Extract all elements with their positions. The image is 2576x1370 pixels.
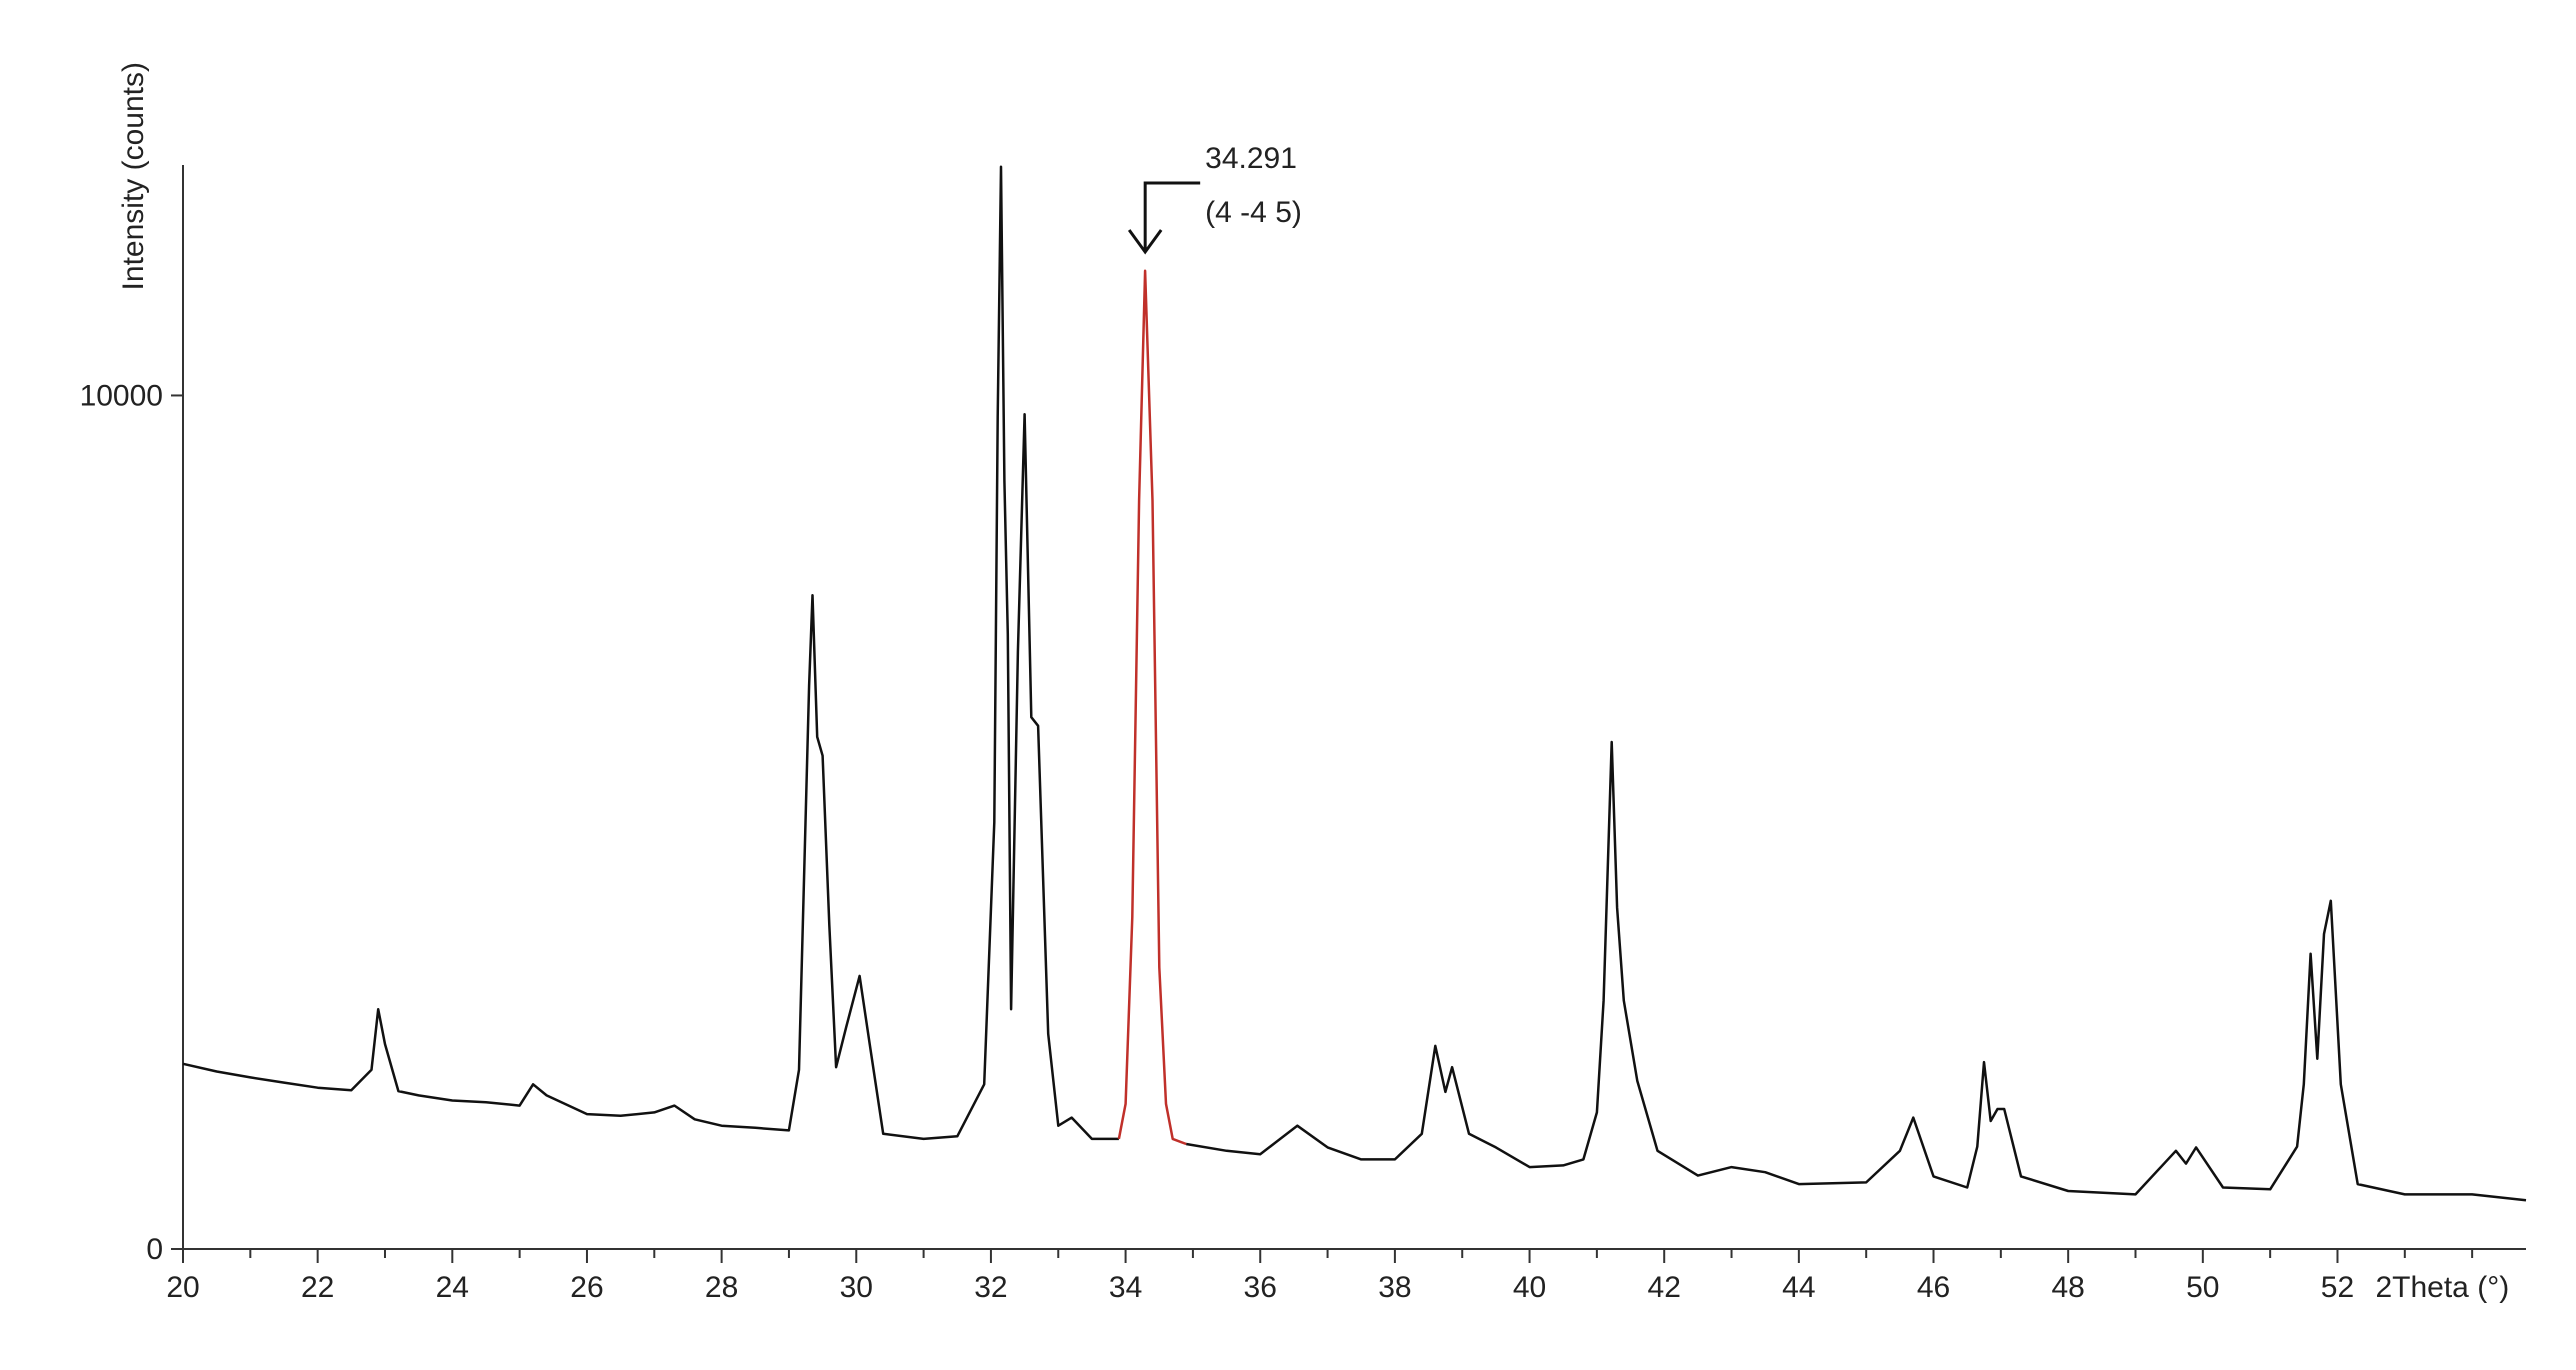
y-tick-label: 10000 xyxy=(80,379,163,412)
x-tick-label: 32 xyxy=(974,1271,1007,1304)
x-tick-label: 30 xyxy=(840,1271,873,1304)
annotation-arrow xyxy=(1127,181,1201,255)
series-line xyxy=(182,165,2527,1202)
y-tick-label: 0 xyxy=(146,1233,163,1266)
x-tick-label: 46 xyxy=(1917,1271,1950,1304)
x-tick-label: 42 xyxy=(1648,1271,1681,1304)
x-tick-label: 40 xyxy=(1513,1271,1546,1304)
x-tick-label: 44 xyxy=(1782,1271,1815,1304)
annotation-value: 34.291 xyxy=(1205,142,1297,175)
annotation-label: (4 -4 5) xyxy=(1205,196,1302,229)
x-tick-label: 24 xyxy=(436,1271,469,1304)
x-tick-label: 50 xyxy=(2186,1271,2219,1304)
x-tick-label: 22 xyxy=(301,1271,334,1304)
x-axis-label: 2Theta (°) xyxy=(2375,1271,2509,1304)
series-line xyxy=(1117,269,1187,1146)
x-tick-label: 38 xyxy=(1378,1271,1411,1304)
x-tick-label: 48 xyxy=(2051,1271,2084,1304)
x-tick-label: 52 xyxy=(2321,1271,2354,1304)
x-tick-label: 20 xyxy=(166,1271,199,1304)
y-axis-label: Intensity (counts) xyxy=(117,62,150,290)
x-tick-label: 34 xyxy=(1109,1271,1142,1304)
x-tick-label: 28 xyxy=(705,1271,738,1304)
x-tick-label: 26 xyxy=(570,1271,603,1304)
x-tick-label: 36 xyxy=(1244,1271,1277,1304)
